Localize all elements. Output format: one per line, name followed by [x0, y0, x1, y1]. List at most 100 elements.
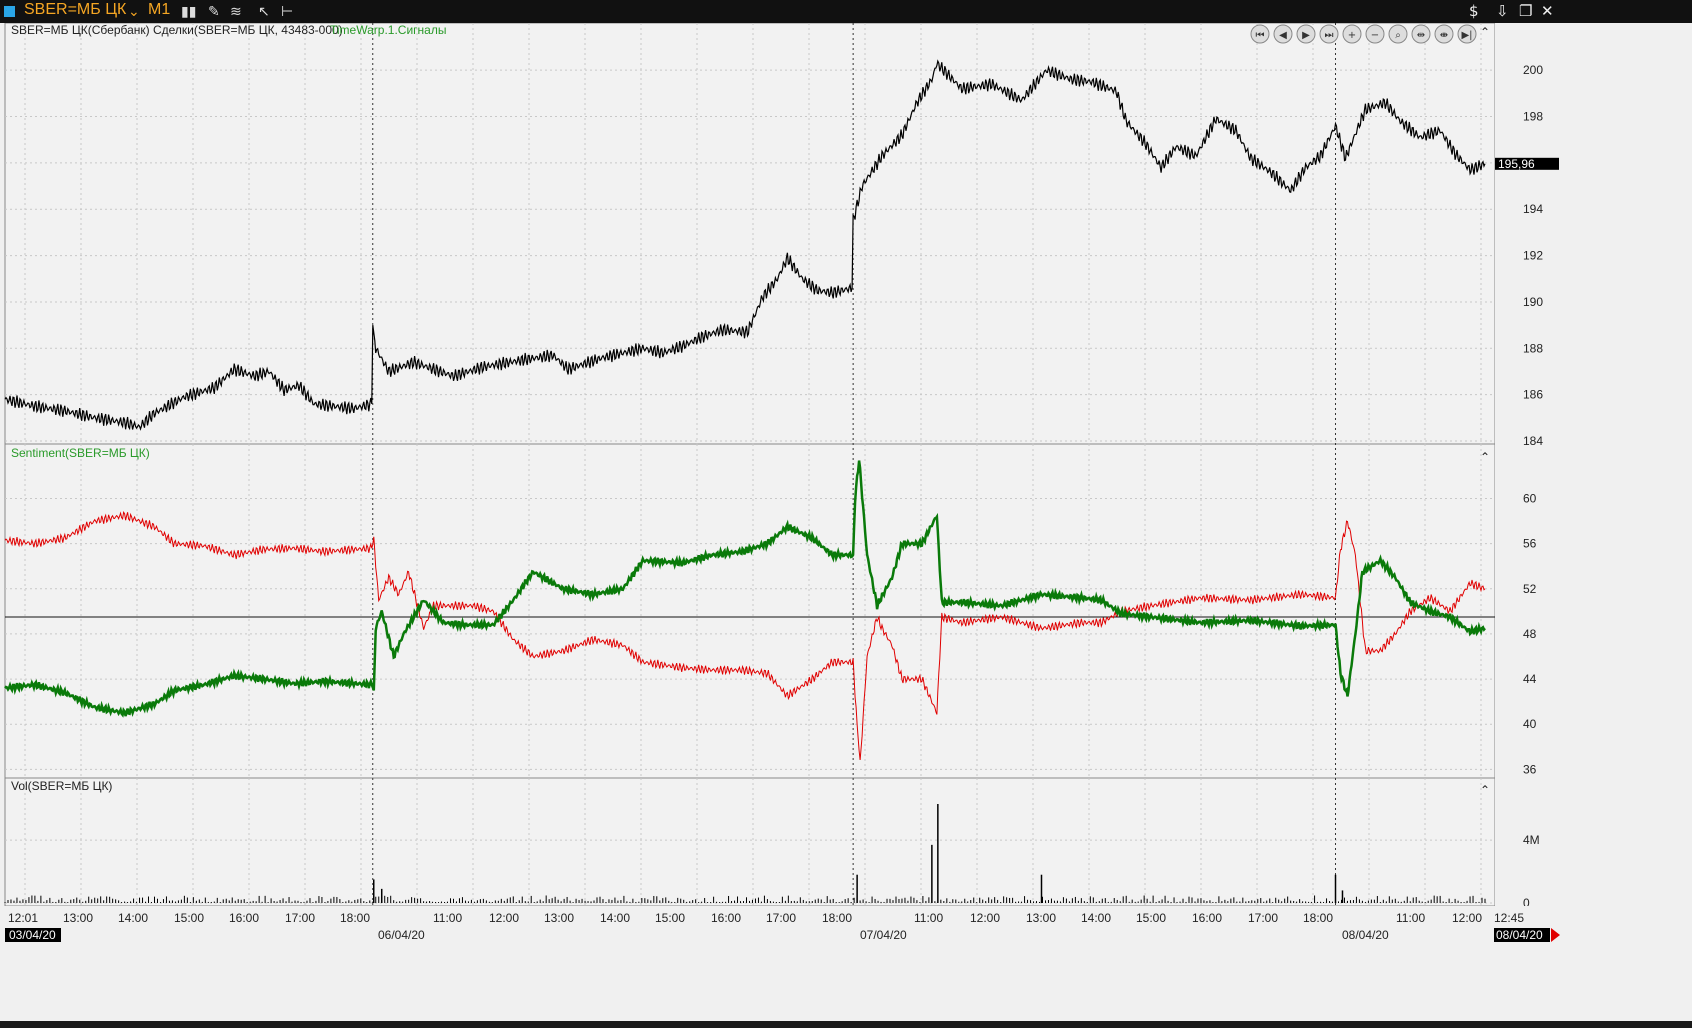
nav-end-button	[1457, 24, 1477, 44]
scroll-end-icon	[1551, 928, 1560, 942]
x-tick-label: 11:00	[914, 911, 943, 925]
current-price-label: 195,96	[1498, 157, 1535, 171]
chevron-down-icon[interactable]: ⌄	[128, 3, 140, 19]
nav-fit-icon: ⌕	[1395, 30, 1401, 41]
x-tick-label: 16:00	[229, 911, 259, 925]
nav-expand-icon: ⇼	[1440, 30, 1448, 41]
date-label: 06/04/20	[378, 928, 425, 942]
x-tick-label: 18:00	[822, 911, 852, 925]
start-date-badge	[5, 928, 61, 942]
nav-last-icon: ⏭	[1325, 30, 1334, 41]
chart-area[interactable]: 1841861881901921941961982003640444852566…	[0, 23, 1692, 1021]
close-icon[interactable]: ✕	[1541, 2, 1554, 20]
date-label: 07/04/20	[860, 928, 907, 942]
pane-1	[4, 443, 1496, 779]
timeframe-selector[interactable]: M1	[148, 1, 171, 18]
y-tick-label: 48	[1523, 627, 1537, 641]
date-label: 08/04/20	[1342, 928, 1389, 942]
symbol-selector[interactable]: SBER=МБ ЦК	[24, 1, 127, 18]
nav-zoom-in-icon: +	[1348, 30, 1356, 41]
y-tick-label: 44	[1523, 672, 1537, 686]
nav-prev-icon: ◀	[1279, 30, 1287, 41]
nav-zoom-in-button	[1342, 24, 1362, 44]
nav-compress-icon: ⇹	[1417, 30, 1425, 41]
x-tick-label: 18:00	[1303, 911, 1333, 925]
window-icon	[4, 6, 15, 17]
x-tick-label: 12:00	[1452, 911, 1482, 925]
x-tick-label: 11:00	[433, 911, 462, 925]
nav-end-icon: ▶|	[1461, 30, 1472, 41]
nav-next-icon: ▶	[1302, 30, 1310, 41]
price-series-line	[4, 59, 1486, 431]
nav-expand-button	[1434, 24, 1454, 44]
nav-zoom-out-icon: −	[1371, 30, 1379, 41]
pane-2	[4, 777, 1496, 907]
x-tick-label: 12:01	[8, 911, 38, 925]
y-tick-label: 200	[1523, 63, 1543, 77]
x-tick-label: 13:00	[63, 911, 93, 925]
x-tick-label: 15:00	[174, 911, 204, 925]
start-date-label: 03/04/20	[9, 928, 56, 942]
end-date-badge	[1494, 928, 1550, 942]
nav-first-button	[1250, 24, 1270, 44]
current-price-badge	[1495, 157, 1559, 170]
x-tick-label: 17:00	[1248, 911, 1278, 925]
y-tick-label: 190	[1523, 295, 1543, 309]
x-tick-label: 16:00	[1192, 911, 1222, 925]
x-tick-label: 15:00	[1136, 911, 1166, 925]
y-tick-label: 60	[1523, 492, 1537, 506]
price-pane-header-extra: TimeWarp.1.Сигналы	[330, 23, 446, 37]
end-date-label: 08/04/20	[1496, 928, 1543, 942]
collapse-chevron-icon: ⌃	[1480, 783, 1490, 797]
right-axis-bg	[1495, 23, 1692, 933]
nav-prev-button	[1273, 24, 1293, 44]
x-tick-label: 17:00	[285, 911, 315, 925]
sentiment-buy-line	[4, 460, 1486, 718]
y-tick-label: 56	[1523, 537, 1537, 551]
x-tick-label: 15:00	[655, 911, 685, 925]
volume-pane-header: Vol(SBER=МБ ЦК)	[11, 779, 112, 793]
indicator-icon[interactable]: ≋	[230, 3, 242, 19]
pin-icon[interactable]: ⇩	[1496, 2, 1509, 20]
sentiment-pane-header: Sentiment(SBER=МБ ЦК)	[11, 446, 150, 460]
x-tick-label: 17:00	[766, 911, 796, 925]
x-tick-label: 14:00	[118, 911, 148, 925]
layout-icon[interactable]: ⊢	[281, 3, 294, 19]
x-tick-label: 12:00	[970, 911, 1000, 925]
title-bar: SBER=МБ ЦК ⌄ M1 ▮▮ ✎ ≋ ↖ ⊢ $ ⇩ ❐ ✕	[0, 0, 1692, 23]
x-tick-label: 16:00	[711, 911, 741, 925]
x-axis-band	[0, 906, 1692, 938]
x-tick-label: 13:00	[544, 911, 574, 925]
nav-fit-button	[1388, 24, 1408, 44]
nav-next-button	[1296, 24, 1316, 44]
status-strip	[0, 1021, 1692, 1028]
price-pane-header: SBER=МБ ЦК(Сбербанк) Сделки(SBER=МБ ЦК, …	[11, 23, 343, 37]
y-tick-label: 188	[1523, 341, 1543, 355]
pane-0	[4, 23, 1496, 445]
y-tick-label: 198	[1523, 110, 1543, 124]
y-tick-label: 40	[1523, 717, 1537, 731]
x-tick-label: 14:00	[1081, 911, 1111, 925]
y-tick-label: 194	[1523, 202, 1543, 216]
y-tick-label: 36	[1523, 762, 1537, 776]
x-tick-label: 11:00	[1396, 911, 1425, 925]
candlestick-icon[interactable]: ▮▮	[181, 3, 197, 19]
currency-icon[interactable]: $	[1469, 2, 1479, 20]
restore-icon[interactable]: ❐	[1519, 2, 1533, 20]
x-tick-label: 12:00	[489, 911, 519, 925]
x-tick-label: 12:45	[1494, 911, 1524, 925]
nav-last-button	[1319, 24, 1339, 44]
nav-first-icon: ⏮	[1256, 30, 1265, 41]
x-tick-label: 13:00	[1026, 911, 1056, 925]
pencil-icon[interactable]: ✎	[208, 3, 220, 19]
nav-compress-button	[1411, 24, 1431, 44]
x-tick-label: 14:00	[600, 911, 630, 925]
cursor-icon[interactable]: ↖	[258, 3, 270, 19]
y-tick-label: 4M	[1523, 833, 1540, 847]
y-tick-label: 52	[1523, 582, 1537, 596]
y-tick-label: 192	[1523, 249, 1543, 263]
y-tick-label: 184	[1523, 434, 1543, 448]
x-tick-label: 18:00	[340, 911, 370, 925]
collapse-chevron-icon: ⌃	[1480, 450, 1490, 464]
y-tick-label: 0	[1523, 896, 1530, 910]
